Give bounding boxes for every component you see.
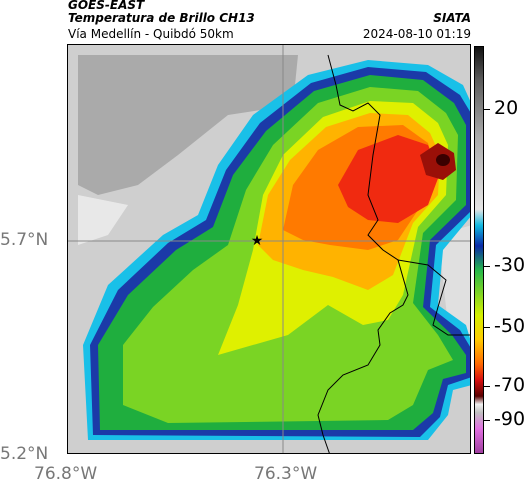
colorbar-label: -70	[494, 374, 526, 396]
contour-core	[436, 154, 450, 166]
colorbar-label: -50	[494, 315, 526, 337]
title-product: Temperatura de Brillo CH13	[68, 11, 255, 25]
colorbar-tick	[484, 386, 490, 387]
colorbar	[474, 46, 484, 454]
cloud-gray-right	[438, 225, 470, 344]
title-region: Vía Medellín - Quibdó 50km	[68, 27, 234, 41]
title-timestamp: 2024-08-10 01:19	[362, 27, 471, 41]
map-panel[interactable]: ★	[67, 44, 471, 454]
contour-red	[338, 135, 440, 223]
lon-label-76-3: 76.3°W	[254, 464, 318, 484]
title-source: SIATA	[433, 11, 471, 25]
brightness-temperature-map: ★	[68, 45, 470, 453]
colorbar-label: 20	[494, 97, 519, 119]
colorbar-tick	[484, 327, 490, 328]
admin-border-east	[397, 259, 470, 336]
cloud-gray-light	[78, 195, 128, 245]
cloud-gray-dark	[78, 55, 298, 195]
colorbar-tick	[484, 109, 490, 110]
colorbar-tick	[484, 420, 490, 421]
lat-label-5-7: 5.7°N	[0, 230, 49, 250]
star-icon: ★	[251, 233, 264, 249]
lon-label-76-8: 76.8°W	[34, 464, 98, 484]
lat-label-5-2: 5.2°N	[0, 444, 49, 464]
title-satellite: GOES-EAST	[68, 0, 145, 12]
colorbar-tick	[484, 266, 490, 267]
colorbar-label: -30	[494, 254, 526, 276]
colorbar-label: -90	[494, 408, 526, 430]
